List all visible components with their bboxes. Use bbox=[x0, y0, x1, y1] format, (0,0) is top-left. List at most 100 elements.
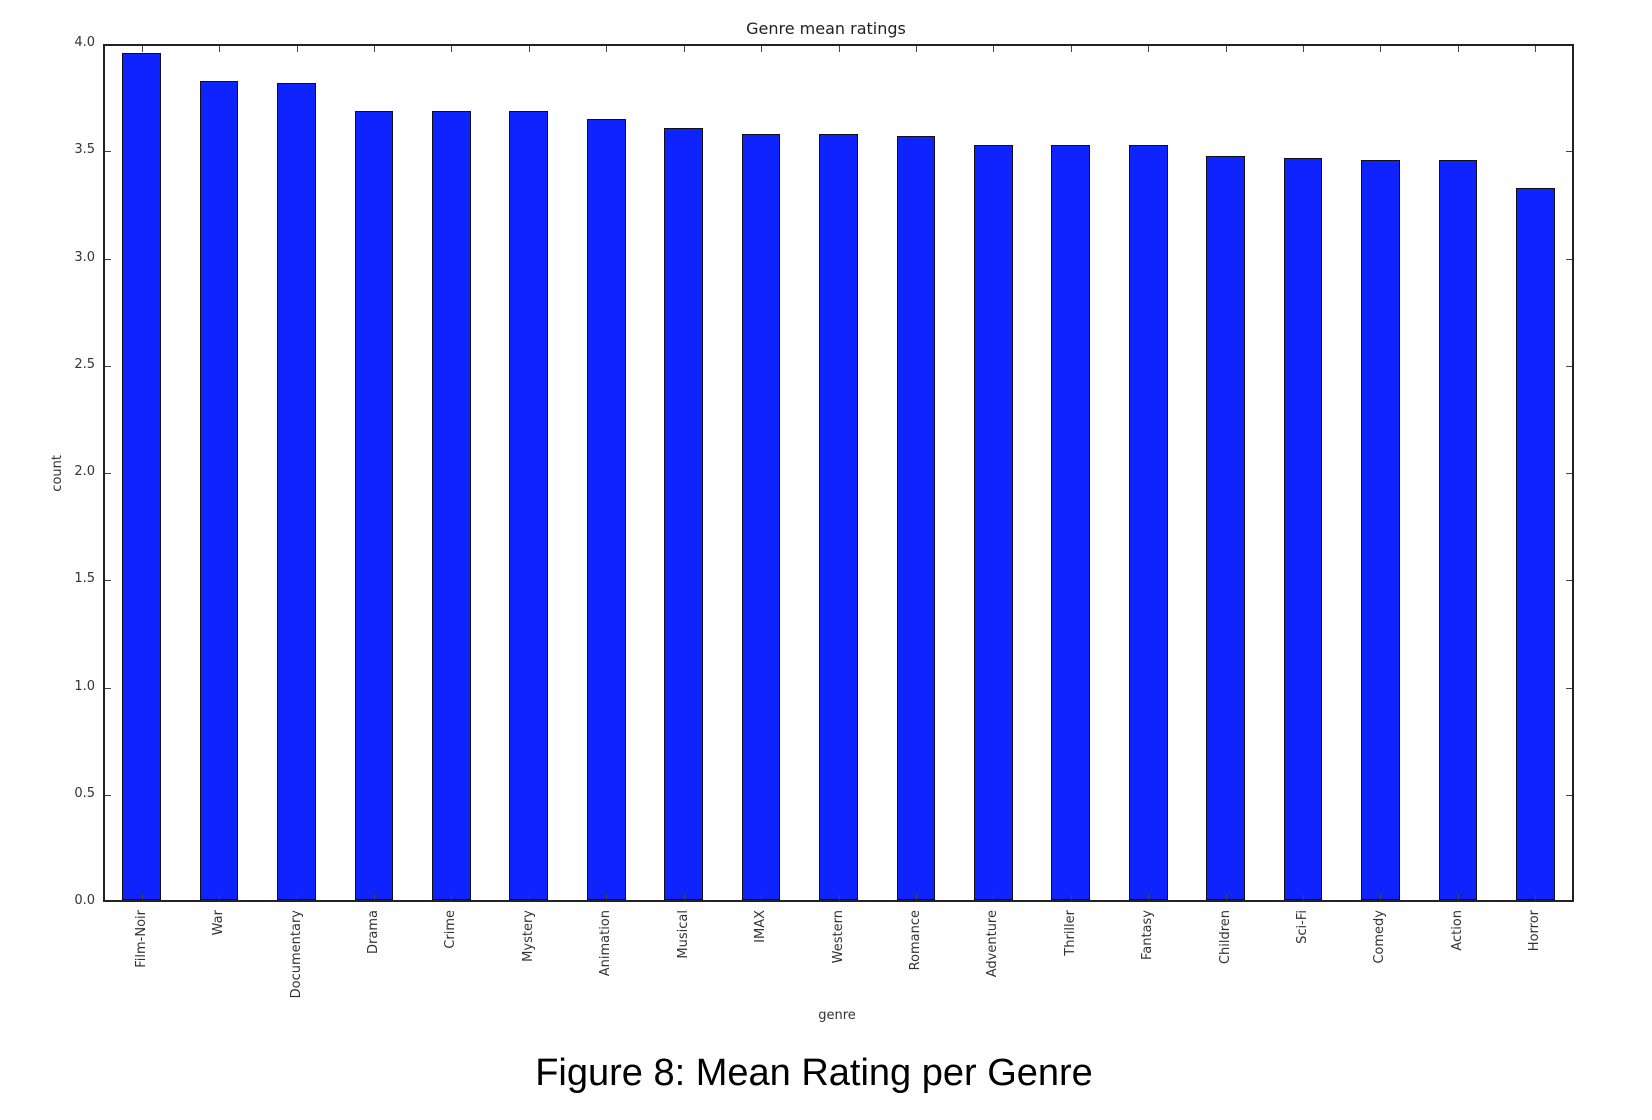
x-tick-mark bbox=[219, 894, 221, 900]
y-tick-label: 1.0 bbox=[74, 678, 95, 694]
x-tick-label: Mystery bbox=[520, 910, 536, 962]
x-tick-mark bbox=[1148, 894, 1150, 900]
y-tick-mark bbox=[1566, 687, 1572, 689]
x-tick-mark bbox=[1225, 894, 1227, 900]
x-tick-label: IMAX bbox=[753, 910, 769, 943]
x-tick-mark bbox=[141, 894, 143, 900]
y-tick-mark bbox=[105, 580, 111, 582]
y-tick-label: 0.5 bbox=[74, 785, 95, 801]
chart-title: Genre mean ratings bbox=[746, 19, 906, 38]
y-axis-label: count bbox=[50, 455, 65, 492]
x-tick-mark bbox=[451, 894, 453, 900]
bar-musical bbox=[664, 127, 703, 900]
bar-war bbox=[199, 80, 239, 900]
y-tick-mark bbox=[105, 473, 111, 474]
x-tick-label: Documentary bbox=[288, 910, 304, 999]
x-tick-label: Musical bbox=[675, 910, 691, 959]
bar-film-noir bbox=[122, 52, 162, 900]
bar-mystery bbox=[509, 110, 549, 900]
bar-thriller bbox=[1051, 144, 1091, 900]
x-tick-label: Horror bbox=[1527, 910, 1543, 952]
y-tick-label: 1.5 bbox=[74, 571, 95, 587]
x-tick-mark bbox=[915, 894, 917, 900]
y-tick-mark bbox=[105, 687, 111, 689]
y-tick-label: 2.0 bbox=[74, 464, 95, 479]
x-tick-label: War bbox=[211, 910, 227, 936]
x-tick-mark bbox=[838, 46, 840, 52]
x-tick-mark bbox=[1070, 46, 1072, 52]
x-tick-mark bbox=[528, 46, 530, 52]
x-tick-mark bbox=[296, 894, 298, 900]
x-axis-label: genre bbox=[818, 1008, 856, 1023]
y-tick-mark bbox=[105, 151, 111, 153]
x-tick-mark bbox=[1148, 46, 1150, 52]
bar-western bbox=[819, 134, 858, 900]
x-tick-mark bbox=[219, 46, 221, 52]
x-tick-mark bbox=[1457, 46, 1459, 52]
x-tick-mark bbox=[915, 46, 917, 52]
x-tick-label: Crime bbox=[443, 910, 459, 949]
x-tick-mark bbox=[1070, 894, 1072, 900]
bar-sci-fi bbox=[1283, 157, 1323, 900]
x-tick-mark bbox=[1303, 46, 1305, 52]
x-tick-mark bbox=[1225, 46, 1227, 52]
x-tick-mark bbox=[451, 46, 453, 52]
x-tick-mark bbox=[606, 894, 608, 900]
y-tick-mark bbox=[1566, 258, 1572, 260]
y-tick-label: 2.5 bbox=[74, 356, 95, 372]
x-tick-mark bbox=[1535, 46, 1537, 52]
x-tick-mark bbox=[1457, 894, 1459, 900]
x-tick-mark bbox=[1380, 46, 1382, 52]
y-tick-mark bbox=[105, 794, 111, 796]
bar-crime bbox=[432, 110, 471, 900]
y-tick-mark bbox=[105, 365, 111, 367]
x-tick-mark bbox=[373, 46, 375, 52]
x-tick-mark bbox=[606, 46, 608, 52]
x-tick-label: Western bbox=[830, 910, 846, 964]
y-tick-mark bbox=[1566, 580, 1572, 582]
x-tick-mark bbox=[296, 46, 298, 52]
y-tick-mark bbox=[105, 258, 111, 260]
plot-area bbox=[103, 44, 1574, 902]
x-tick-label: Animation bbox=[598, 910, 614, 977]
x-tick-label: Romance bbox=[907, 910, 923, 971]
y-tick-label: 4.0 bbox=[74, 35, 95, 50]
x-tick-mark bbox=[683, 46, 685, 52]
y-tick-mark bbox=[1566, 365, 1572, 367]
y-tick-label: 3.5 bbox=[74, 142, 95, 158]
x-tick-label: Comedy bbox=[1372, 910, 1388, 964]
bar-action bbox=[1438, 159, 1478, 900]
x-tick-mark bbox=[993, 46, 995, 52]
x-tick-mark bbox=[528, 894, 530, 900]
x-tick-label: Sci-Fi bbox=[1295, 910, 1311, 944]
bar-documentary bbox=[277, 82, 316, 900]
x-tick-label: Film-Noir bbox=[133, 910, 149, 968]
x-tick-mark bbox=[761, 894, 763, 900]
y-tick-mark bbox=[1566, 794, 1572, 796]
x-tick-label: Drama bbox=[365, 910, 381, 954]
x-tick-mark bbox=[1380, 894, 1382, 900]
bar-animation bbox=[586, 119, 626, 900]
x-tick-label: Children bbox=[1217, 910, 1233, 965]
x-tick-mark bbox=[373, 894, 375, 900]
y-tick-label: 0.0 bbox=[74, 893, 95, 908]
x-tick-mark bbox=[838, 894, 840, 900]
bar-children bbox=[1206, 155, 1245, 900]
x-tick-mark bbox=[683, 894, 685, 900]
x-tick-label: Thriller bbox=[1062, 910, 1078, 956]
x-tick-mark bbox=[1303, 894, 1305, 900]
x-tick-label: Fantasy bbox=[1140, 910, 1156, 961]
x-tick-mark bbox=[1535, 894, 1537, 900]
bar-romance bbox=[896, 136, 936, 900]
y-tick-mark bbox=[1566, 473, 1572, 474]
bar-adventure bbox=[973, 144, 1013, 900]
bar-comedy bbox=[1361, 159, 1400, 900]
y-tick-label: 3.0 bbox=[74, 249, 95, 265]
x-tick-mark bbox=[761, 46, 763, 52]
bar-horror bbox=[1515, 187, 1555, 900]
figure-caption: Figure 8: Mean Rating per Genre bbox=[535, 1052, 1093, 1094]
y-tick-mark bbox=[1566, 151, 1572, 153]
x-tick-mark bbox=[141, 46, 143, 52]
x-tick-label: Action bbox=[1449, 910, 1465, 951]
x-tick-label: Adventure bbox=[985, 910, 1001, 978]
